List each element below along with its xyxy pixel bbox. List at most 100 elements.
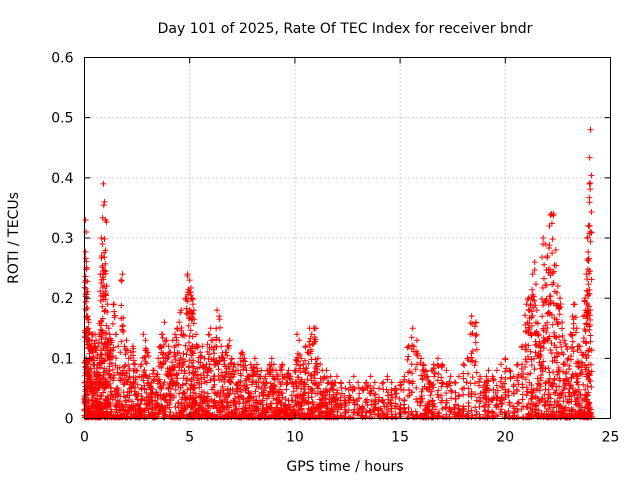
data-point	[119, 327, 126, 334]
data-point	[109, 366, 116, 373]
data-point	[141, 382, 148, 389]
data-point	[461, 362, 468, 369]
data-point	[160, 341, 167, 348]
data-point	[404, 356, 411, 363]
data-point	[186, 399, 193, 406]
data-point	[137, 363, 144, 370]
data-point	[109, 320, 116, 327]
data-point	[232, 401, 239, 408]
data-point	[123, 370, 130, 377]
data-point	[519, 391, 526, 398]
data-point	[502, 356, 509, 363]
data-point	[139, 354, 146, 361]
data-point	[204, 390, 211, 397]
data-point	[524, 404, 531, 411]
data-point	[427, 392, 434, 399]
data-point	[272, 407, 279, 414]
data-point	[585, 249, 592, 256]
data-point	[98, 255, 105, 262]
data-point	[149, 386, 156, 393]
data-point	[539, 313, 546, 320]
data-point	[443, 367, 450, 374]
data-point	[247, 410, 254, 417]
data-point	[162, 412, 169, 419]
data-point	[140, 369, 147, 376]
data-point	[250, 393, 257, 400]
data-point	[439, 380, 446, 387]
data-point	[190, 307, 197, 314]
data-point	[460, 361, 467, 368]
data-point	[472, 339, 479, 346]
data-point	[333, 373, 340, 380]
data-point	[195, 375, 202, 382]
data-point	[188, 295, 195, 302]
data-point	[158, 345, 165, 352]
data-point	[211, 350, 218, 357]
data-point	[112, 355, 119, 362]
data-point	[160, 382, 167, 389]
y-tick-label: 0.3	[51, 231, 73, 247]
data-point	[208, 367, 215, 374]
data-point	[148, 406, 155, 413]
data-point	[158, 402, 165, 409]
data-point	[438, 392, 445, 399]
data-point	[200, 389, 207, 396]
data-point	[100, 371, 107, 378]
x-tick-label: 15	[391, 430, 409, 446]
data-point	[413, 384, 420, 391]
x-tick-label: 5	[185, 430, 194, 446]
data-point	[82, 285, 89, 292]
data-point	[276, 386, 283, 393]
data-point	[99, 410, 106, 417]
data-point	[248, 402, 255, 409]
data-point	[111, 308, 118, 315]
data-point	[519, 381, 526, 388]
x-tick-label: 0	[80, 430, 89, 446]
data-point	[211, 397, 218, 404]
data-point	[85, 319, 92, 326]
data-point	[94, 369, 101, 376]
x-tick-label: 20	[496, 430, 514, 446]
data-point	[296, 337, 303, 344]
data-point	[172, 356, 179, 363]
data-point	[472, 358, 479, 365]
data-point	[243, 382, 250, 389]
data-point	[162, 358, 169, 365]
data-point	[451, 379, 458, 386]
data-point	[110, 301, 117, 308]
data-point	[247, 361, 254, 368]
data-point	[163, 337, 170, 344]
data-point	[220, 389, 227, 396]
data-point	[327, 373, 334, 380]
data-point	[176, 350, 183, 357]
data-point	[587, 238, 594, 245]
data-point	[549, 250, 556, 257]
data-point	[106, 374, 113, 381]
data-point	[588, 276, 595, 283]
data-point	[251, 355, 258, 362]
data-point	[140, 377, 147, 384]
data-point	[533, 307, 540, 314]
data-point	[182, 342, 189, 349]
data-point	[586, 180, 593, 187]
data-point	[142, 358, 149, 365]
data-point	[86, 356, 93, 363]
data-point	[161, 319, 168, 326]
data-point	[107, 346, 114, 353]
data-point	[520, 403, 527, 410]
data-point	[452, 379, 459, 386]
data-point	[183, 311, 190, 318]
data-point	[101, 198, 108, 205]
data-point	[401, 409, 408, 416]
data-point	[473, 408, 480, 415]
data-point	[146, 373, 153, 380]
data-point	[586, 154, 593, 161]
data-point	[99, 351, 106, 358]
data-point	[132, 384, 139, 391]
data-point	[85, 316, 92, 323]
y-tick-labels: 0 0.1 0.2 0.3 0.4 0.5 0.6	[51, 51, 73, 428]
data-point	[99, 241, 106, 248]
data-point	[585, 281, 592, 288]
data-point	[159, 334, 166, 341]
data-point	[184, 346, 191, 353]
